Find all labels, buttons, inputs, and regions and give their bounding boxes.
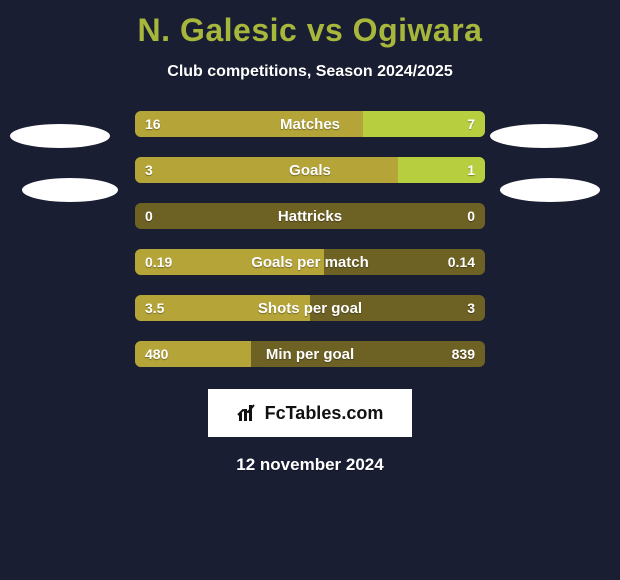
stat-label: Matches xyxy=(135,111,485,137)
page-title: N. Galesic vs Ogiwara xyxy=(0,12,620,49)
comparison-widget: N. Galesic vs Ogiwara Club competitions,… xyxy=(0,0,620,580)
stat-label: Hattricks xyxy=(135,203,485,229)
stat-row: 3.53Shots per goal xyxy=(135,295,485,321)
logo-text: FcTables.com xyxy=(265,403,384,424)
stat-row: 480839Min per goal xyxy=(135,341,485,367)
subtitle: Club competitions, Season 2024/2025 xyxy=(0,63,620,81)
player-left-ellipse-1 xyxy=(10,124,110,148)
stat-label: Min per goal xyxy=(135,341,485,367)
player-right-ellipse-2 xyxy=(500,178,600,202)
stat-row: 0.190.14Goals per match xyxy=(135,249,485,275)
stat-row: 167Matches xyxy=(135,111,485,137)
player-left-ellipse-2 xyxy=(22,178,118,202)
stat-rows: 167Matches 31Goals 00Hattricks 0.190.14Goal… xyxy=(0,111,620,367)
stat-row: 00Hattricks xyxy=(135,203,485,229)
stat-row: 31Goals xyxy=(135,157,485,183)
player-right-ellipse-1 xyxy=(490,124,598,148)
fctables-logo: FcTables.com xyxy=(208,389,412,437)
date-text: 12 november 2024 xyxy=(0,455,620,475)
stat-label: Shots per goal xyxy=(135,295,485,321)
stat-label: Goals xyxy=(135,157,485,183)
stat-label: Goals per match xyxy=(135,249,485,275)
chart-icon xyxy=(237,403,259,423)
